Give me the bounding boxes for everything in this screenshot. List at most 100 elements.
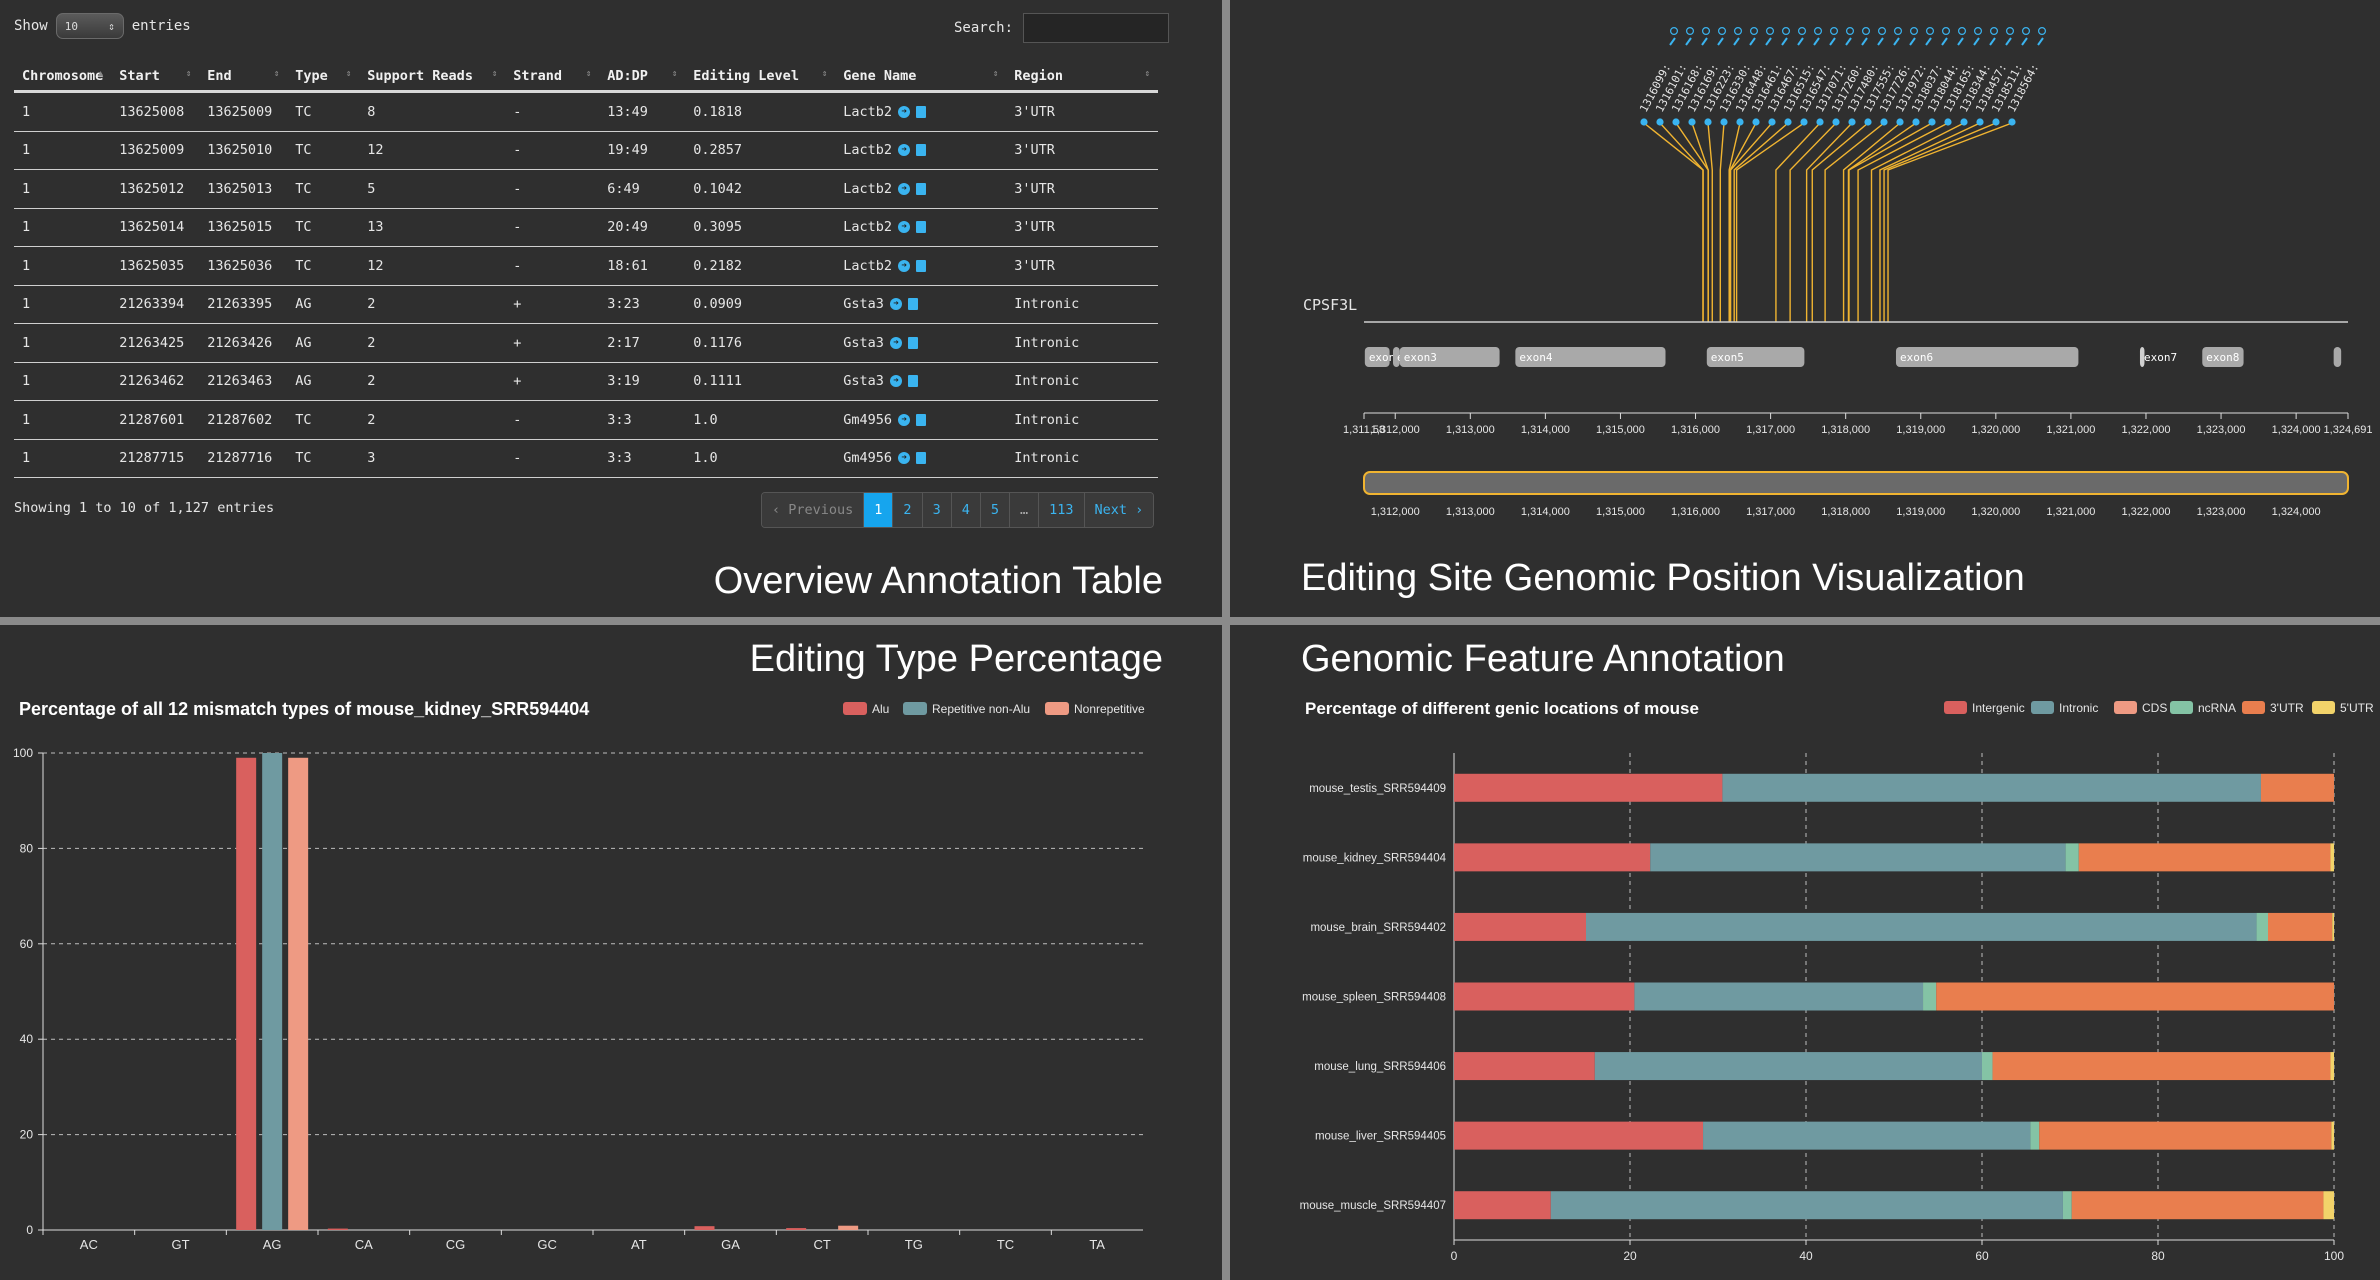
book-icon[interactable] xyxy=(916,105,927,118)
segment-3-utr[interactable] xyxy=(2260,773,2334,802)
arrow-circle-icon[interactable]: ➜ xyxy=(898,105,911,118)
legend-label[interactable]: ncRNA xyxy=(2198,701,2236,715)
segment-ncrna[interactable] xyxy=(2062,1191,2072,1220)
site-head[interactable] xyxy=(1656,118,1664,126)
gene-name[interactable]: Gsta3 xyxy=(843,296,884,313)
segment-intergenic[interactable] xyxy=(1454,912,1586,941)
gene-link[interactable]: Gsta3 ➜ xyxy=(835,323,1007,363)
legend-swatch[interactable] xyxy=(2312,701,2335,714)
arrow-circle-icon[interactable]: ➜ xyxy=(898,259,911,272)
arrow-circle-icon[interactable]: ➜ xyxy=(898,452,911,465)
legend-swatch[interactable] xyxy=(903,702,927,715)
site-head[interactable] xyxy=(1768,118,1776,126)
legend-label[interactable]: Intronic xyxy=(2059,701,2098,715)
segment-3-utr[interactable] xyxy=(1936,982,2334,1011)
book-icon[interactable] xyxy=(916,221,927,234)
page-button[interactable]: 4 xyxy=(951,493,981,527)
gene-name[interactable]: Gm4956 xyxy=(843,450,893,467)
exon-box[interactable] xyxy=(1895,347,2079,367)
gene-link[interactable]: Gm4956 ➜ xyxy=(835,400,1007,440)
segment-intergenic[interactable] xyxy=(1454,982,1635,1011)
col-editing-level[interactable]: Editing Level ⇕ xyxy=(685,62,836,93)
site-head[interactable] xyxy=(1960,118,1968,126)
gene-link[interactable]: Gsta3 ➜ xyxy=(835,285,1007,324)
book-icon[interactable] xyxy=(916,259,927,272)
entries-select[interactable]: 10 ⇕ xyxy=(55,13,124,39)
segment-5-utr[interactable] xyxy=(2323,1191,2334,1220)
overview-brush[interactable] xyxy=(1363,471,2349,495)
legend-swatch[interactable] xyxy=(1944,701,1967,714)
site-head[interactable] xyxy=(1640,118,1648,126)
col-support-reads[interactable]: Support Reads ⇕ xyxy=(359,62,506,93)
gene-link[interactable]: Lactb2 ➜ xyxy=(835,91,1007,132)
gene-name[interactable]: Lactb2 xyxy=(843,103,893,120)
col-region[interactable]: Region ⇕ xyxy=(1006,62,1158,93)
legend-label[interactable]: Alu xyxy=(872,702,889,716)
segment-ncrna[interactable] xyxy=(1982,1052,1993,1081)
legend-label[interactable]: CDS xyxy=(2142,701,2167,715)
segment-intergenic[interactable] xyxy=(1454,843,1651,872)
search-input[interactable] xyxy=(1023,13,1170,43)
bar-alu[interactable] xyxy=(327,1228,348,1230)
segment-ncrna[interactable] xyxy=(1923,982,1937,1011)
legend-label[interactable]: 5'UTR xyxy=(2340,701,2374,715)
legend-label[interactable]: Intergenic xyxy=(1972,701,2025,715)
segment-ncrna[interactable] xyxy=(2030,1121,2040,1150)
gene-name[interactable]: Gsta3 xyxy=(843,373,884,390)
site-head[interactable] xyxy=(1720,118,1728,126)
site-head[interactable] xyxy=(1992,118,2000,126)
next-button[interactable]: Next › xyxy=(1084,493,1154,527)
segment-intronic[interactable] xyxy=(1594,1052,1982,1081)
arrow-circle-icon[interactable]: ➜ xyxy=(889,336,902,349)
col-ad-dp[interactable]: AD:DP ⇕ xyxy=(599,62,686,93)
legend-swatch[interactable] xyxy=(843,702,867,715)
gene-link[interactable]: Lactb2 ➜ xyxy=(835,246,1007,286)
previous-button[interactable]: ‹ Previous xyxy=(762,493,865,527)
site-head[interactable] xyxy=(1976,118,1984,126)
col-start[interactable]: Start ⇕ xyxy=(111,62,200,93)
gene-link[interactable]: Lactb2 ➜ xyxy=(835,208,1007,247)
gene-name[interactable]: Lactb2 xyxy=(843,180,893,197)
segment-3-utr[interactable] xyxy=(1992,1052,2331,1081)
segment-intergenic[interactable] xyxy=(1454,1121,1704,1150)
site-head[interactable] xyxy=(1688,118,1696,126)
site-head[interactable] xyxy=(1864,118,1872,126)
bar-repetitive-non-alu[interactable] xyxy=(262,753,283,1230)
segment-5-utr[interactable] xyxy=(2331,1121,2334,1150)
gene-name[interactable]: Lactb2 xyxy=(843,219,893,236)
segment-intergenic[interactable] xyxy=(1454,773,1723,802)
legend-label[interactable]: 3'UTR xyxy=(2270,701,2304,715)
site-head[interactable] xyxy=(1816,118,1824,126)
legend-swatch[interactable] xyxy=(2242,701,2265,714)
bar-alu[interactable] xyxy=(786,1228,807,1230)
book-icon[interactable] xyxy=(907,336,918,349)
gene-name[interactable]: Lactb2 xyxy=(843,257,893,274)
horizontal-divider[interactable] xyxy=(0,617,2380,625)
site-head[interactable] xyxy=(1848,118,1856,126)
site-head[interactable] xyxy=(1832,118,1840,126)
segment-3-utr[interactable] xyxy=(2039,1121,2332,1150)
site-head[interactable] xyxy=(1736,118,1744,126)
exon-box[interactable] xyxy=(2333,347,2342,367)
segment-intronic[interactable] xyxy=(1586,912,2257,941)
segment-intergenic[interactable] xyxy=(1454,1052,1595,1081)
segment-3-utr[interactable] xyxy=(2071,1191,2324,1220)
col-type[interactable]: Type ⇕ xyxy=(287,62,360,93)
site-head[interactable] xyxy=(1784,118,1792,126)
bar-alu[interactable] xyxy=(236,757,257,1230)
segment-ncrna[interactable] xyxy=(2065,843,2079,872)
bar-nonrepetitive[interactable] xyxy=(288,757,309,1230)
book-icon[interactable] xyxy=(916,182,927,195)
segment-intronic[interactable] xyxy=(1550,1191,2063,1220)
site-head[interactable] xyxy=(1704,118,1712,126)
legend-swatch[interactable] xyxy=(1045,702,1069,715)
gene-name[interactable]: Gsta3 xyxy=(843,334,884,351)
book-icon[interactable] xyxy=(907,298,918,311)
segment-3-utr[interactable] xyxy=(2078,843,2331,872)
site-head[interactable] xyxy=(1928,118,1936,126)
site-head[interactable] xyxy=(1912,118,1920,126)
page-button[interactable]: 3 xyxy=(922,493,952,527)
arrow-circle-icon[interactable]: ➜ xyxy=(898,144,911,157)
site-head[interactable] xyxy=(1944,118,1952,126)
segment-intronic[interactable] xyxy=(1650,843,2066,872)
